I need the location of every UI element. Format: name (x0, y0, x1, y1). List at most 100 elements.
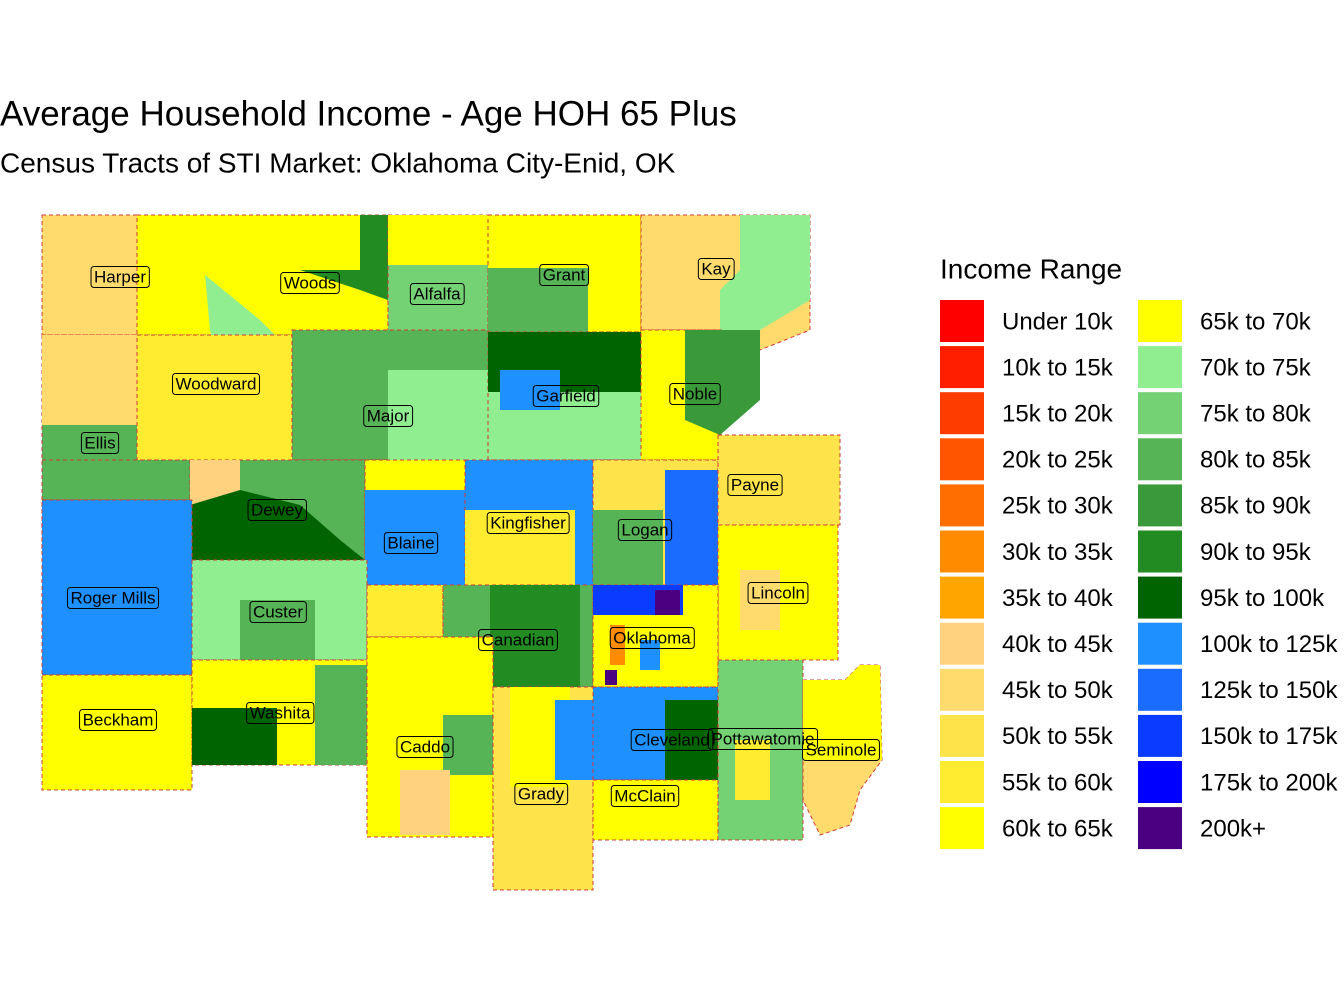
county (136, 334, 293, 461)
legend-swatch (1138, 807, 1182, 850)
county-label-box (90, 265, 150, 288)
legend-label: 15k to 20k (1002, 401, 1114, 428)
legend-label: 150k to 175k (1200, 723, 1338, 750)
tract (740, 570, 780, 630)
legend-label: 50k to 55k (1002, 723, 1114, 750)
tract (665, 700, 718, 780)
tract (190, 490, 365, 560)
tract (685, 330, 760, 435)
county-label: Logan (621, 520, 668, 539)
county-label-box (727, 473, 783, 496)
county-label-box (409, 282, 465, 305)
county-label: Caddo (400, 737, 450, 756)
tract (388, 370, 488, 460)
county-label: Seminole (806, 740, 877, 759)
legend-swatch (1138, 622, 1182, 665)
legend-swatch (940, 576, 984, 619)
county-label: Pottawatomie (712, 729, 815, 748)
county-label: Ellis (84, 433, 115, 452)
legend-label: 55k to 60k (1002, 769, 1114, 796)
legend: Under 10k 10k to 15k 15k to 20k 20k to 25k 2… (940, 300, 1338, 850)
county-label-box (478, 628, 558, 651)
county-label: Woods (284, 273, 337, 292)
county (41, 214, 138, 336)
legend-label: 20k to 25k (1002, 447, 1114, 474)
county-label-box (532, 384, 600, 407)
county (592, 779, 719, 841)
legend-swatch (940, 807, 984, 850)
county-labels: Harper Woods Alfalfa Grant Kay Woodward Major G… (66, 257, 880, 807)
county-label-box (609, 626, 695, 649)
county (41, 459, 191, 501)
county-label: Dewey (251, 500, 303, 519)
tract (465, 510, 575, 585)
legend-label: 85k to 90k (1200, 493, 1312, 520)
legend-swatch (940, 346, 984, 389)
county-label-box (246, 701, 315, 724)
tract (500, 370, 560, 410)
county-label: Kingfisher (490, 513, 566, 532)
tract (605, 670, 617, 685)
legend-swatch (1138, 484, 1182, 527)
county-label: Grady (518, 784, 565, 803)
county-label: Custer (253, 602, 303, 621)
tract (240, 600, 315, 660)
legend-label: 65k to 70k (1200, 308, 1312, 335)
county-label-box (617, 518, 673, 541)
legend-label: 45k to 50k (1002, 677, 1114, 704)
county-label: Oklahoma (613, 628, 691, 647)
legend-swatch (940, 714, 984, 757)
legend-swatch (1138, 714, 1182, 757)
tract (192, 708, 277, 765)
tract (490, 585, 580, 687)
tract (803, 665, 882, 760)
legend-label: 200k+ (1200, 815, 1266, 842)
legend-label: 60k to 65k (1002, 815, 1114, 842)
tract (443, 715, 493, 775)
tract (388, 215, 488, 265)
county-label: Alfalfa (413, 284, 461, 303)
tract (42, 335, 137, 425)
legend-label: 95k to 100k (1200, 585, 1325, 612)
tract (315, 665, 367, 765)
tract (365, 490, 465, 585)
county (41, 674, 193, 791)
legend-label: 75k to 80k (1200, 401, 1312, 428)
county-label: Major (367, 406, 410, 425)
legend-label: 125k to 150k (1200, 677, 1338, 704)
legend-swatch (940, 300, 984, 342)
legend-label: 175k to 200k (1200, 769, 1338, 796)
county-label-box (396, 735, 454, 758)
county-label: Grant (543, 265, 586, 284)
county-label-box (247, 498, 307, 521)
legend-label: 30k to 35k (1002, 539, 1114, 566)
legend-swatch (940, 668, 984, 711)
county-label-box (249, 600, 307, 623)
legend-label: 90k to 95k (1200, 539, 1312, 566)
legend-swatch (940, 484, 984, 527)
legend-swatch (1138, 346, 1182, 389)
county-label: Kay (701, 259, 731, 278)
county-label: Payne (731, 475, 779, 494)
map (41, 214, 883, 891)
county-label-box (802, 738, 880, 761)
county-label-box (363, 404, 414, 427)
legend-label: 70k to 75k (1200, 354, 1312, 381)
legend-swatch (940, 438, 984, 481)
county-label-box (486, 511, 570, 534)
tract (735, 740, 770, 800)
county-label-box (66, 586, 160, 609)
county-label-box (610, 784, 680, 807)
legend-swatch (940, 761, 984, 803)
county-label: Canadian (482, 630, 555, 649)
legend-swatch (1138, 668, 1182, 711)
county-label-box (514, 782, 569, 805)
legend-swatch (1138, 438, 1182, 481)
county-label: Noble (673, 384, 717, 403)
legend-swatch (940, 622, 984, 665)
county-label-box (747, 581, 809, 604)
tract (593, 510, 663, 585)
county-label: Lincoln (751, 583, 805, 602)
county-label: Cleveland (634, 730, 710, 749)
tract (720, 215, 810, 330)
